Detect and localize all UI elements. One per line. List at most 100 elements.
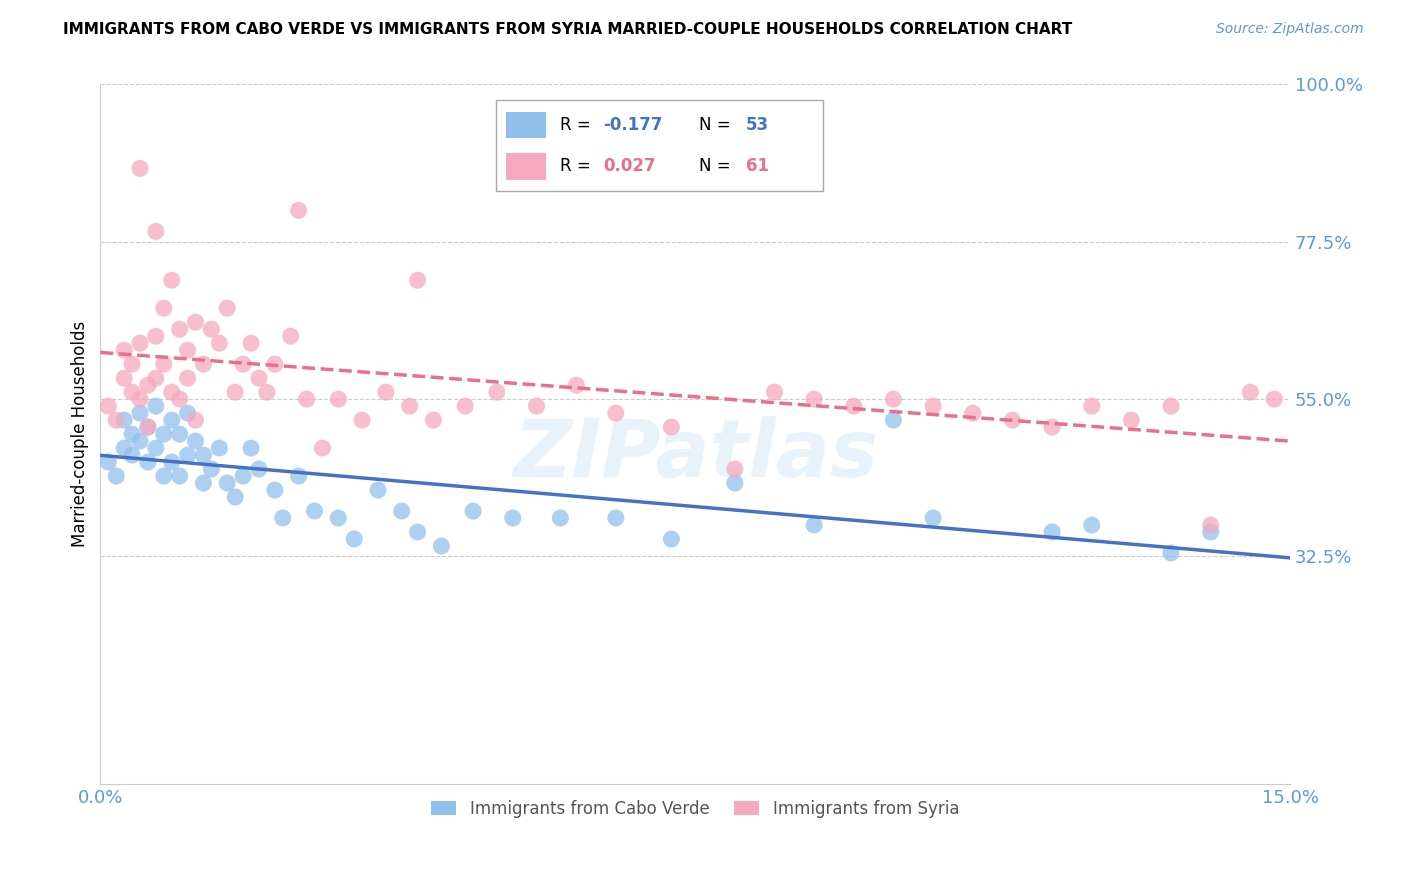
Point bbox=[160, 455, 183, 469]
Point bbox=[1239, 385, 1261, 400]
Point bbox=[962, 406, 984, 420]
Point bbox=[280, 329, 302, 343]
Point bbox=[129, 392, 152, 406]
Point bbox=[136, 455, 159, 469]
Point bbox=[176, 343, 198, 358]
Point bbox=[153, 469, 176, 483]
Point bbox=[112, 343, 135, 358]
Point bbox=[160, 273, 183, 287]
Point bbox=[271, 511, 294, 525]
Point bbox=[763, 385, 786, 400]
Point bbox=[1040, 420, 1063, 434]
Point bbox=[304, 504, 326, 518]
Point bbox=[169, 469, 191, 483]
Point bbox=[105, 469, 128, 483]
Point bbox=[842, 399, 865, 413]
Point bbox=[526, 399, 548, 413]
Point bbox=[232, 469, 254, 483]
Point bbox=[193, 357, 215, 371]
Point bbox=[112, 371, 135, 385]
Point bbox=[1160, 546, 1182, 560]
Point bbox=[97, 455, 120, 469]
Point bbox=[311, 441, 333, 455]
Point bbox=[247, 462, 270, 476]
Point bbox=[208, 336, 231, 351]
Point bbox=[145, 371, 167, 385]
Point bbox=[406, 524, 429, 539]
Point bbox=[121, 385, 143, 400]
Point bbox=[922, 399, 945, 413]
Y-axis label: Married-couple Households: Married-couple Households bbox=[72, 321, 89, 547]
Point bbox=[184, 315, 207, 329]
Point bbox=[605, 406, 627, 420]
Point bbox=[803, 392, 825, 406]
Point bbox=[461, 504, 484, 518]
Legend: Immigrants from Cabo Verde, Immigrants from Syria: Immigrants from Cabo Verde, Immigrants f… bbox=[425, 793, 966, 824]
Point bbox=[129, 406, 152, 420]
Point bbox=[129, 434, 152, 448]
Point bbox=[1080, 399, 1102, 413]
Point bbox=[145, 441, 167, 455]
Point bbox=[176, 371, 198, 385]
Point bbox=[112, 441, 135, 455]
Point bbox=[136, 420, 159, 434]
Point bbox=[256, 385, 278, 400]
Point bbox=[121, 427, 143, 442]
Point bbox=[121, 448, 143, 462]
Point bbox=[724, 462, 747, 476]
Point bbox=[1080, 518, 1102, 533]
Point bbox=[287, 203, 309, 218]
Point bbox=[1040, 524, 1063, 539]
Point bbox=[129, 336, 152, 351]
Point bbox=[661, 532, 683, 546]
Point bbox=[391, 504, 413, 518]
Point bbox=[352, 413, 374, 427]
Text: IMMIGRANTS FROM CABO VERDE VS IMMIGRANTS FROM SYRIA MARRIED-COUPLE HOUSEHOLDS CO: IMMIGRANTS FROM CABO VERDE VS IMMIGRANTS… bbox=[63, 22, 1073, 37]
Point bbox=[193, 476, 215, 491]
Point bbox=[145, 329, 167, 343]
Point bbox=[217, 301, 239, 316]
Point bbox=[160, 413, 183, 427]
Point bbox=[502, 511, 524, 525]
Point bbox=[724, 476, 747, 491]
Point bbox=[153, 357, 176, 371]
Text: Source: ZipAtlas.com: Source: ZipAtlas.com bbox=[1216, 22, 1364, 37]
Point bbox=[169, 392, 191, 406]
Point bbox=[287, 469, 309, 483]
Point bbox=[922, 511, 945, 525]
Point bbox=[803, 518, 825, 533]
Point bbox=[129, 161, 152, 176]
Point bbox=[1199, 518, 1222, 533]
Point bbox=[176, 448, 198, 462]
Point bbox=[136, 378, 159, 392]
Point bbox=[160, 385, 183, 400]
Point bbox=[247, 371, 270, 385]
Point bbox=[121, 357, 143, 371]
Point bbox=[232, 357, 254, 371]
Point bbox=[422, 413, 444, 427]
Point bbox=[200, 322, 222, 336]
Point bbox=[153, 301, 176, 316]
Point bbox=[224, 385, 246, 400]
Point bbox=[328, 392, 350, 406]
Point bbox=[1160, 399, 1182, 413]
Point bbox=[882, 413, 904, 427]
Point bbox=[136, 420, 159, 434]
Point bbox=[605, 511, 627, 525]
Point bbox=[406, 273, 429, 287]
Text: ZIPatlas: ZIPatlas bbox=[513, 416, 877, 494]
Point bbox=[153, 427, 176, 442]
Point bbox=[328, 511, 350, 525]
Point bbox=[184, 413, 207, 427]
Point bbox=[200, 462, 222, 476]
Point bbox=[208, 441, 231, 455]
Point bbox=[97, 399, 120, 413]
Point bbox=[1199, 524, 1222, 539]
Point bbox=[145, 224, 167, 238]
Point bbox=[112, 413, 135, 427]
Point bbox=[184, 434, 207, 448]
Point bbox=[263, 483, 285, 497]
Point bbox=[105, 413, 128, 427]
Point bbox=[367, 483, 389, 497]
Point bbox=[193, 448, 215, 462]
